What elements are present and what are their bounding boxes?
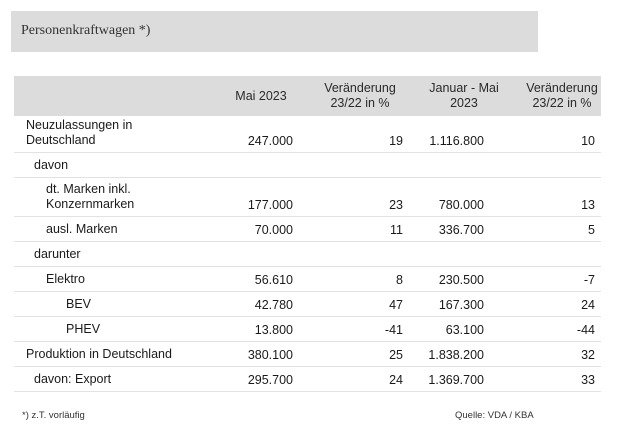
header-cell: Mai 2023 — [235, 88, 287, 103]
value-cell: 336.700 — [438, 223, 484, 237]
row-label: darunter — [34, 247, 81, 261]
value-cell: 32 — [581, 348, 595, 362]
table-row: Produktion in Deutschland 380.100 25 1.838.… — [14, 342, 601, 367]
table-row: Elektro 56.610 8 230.500 -7 — [14, 267, 601, 292]
header-cell: Veränderung 23/22 in % — [324, 81, 396, 110]
row-label: ausl. Marken — [46, 222, 118, 236]
source-note: Quelle: VDA / KBA — [455, 410, 534, 421]
value-cell — [313, 153, 403, 177]
table-row: ausl. Marken 70.000 11 336.700 5 — [14, 217, 601, 242]
table-row: dt. Marken inkl. Konzernmarken 177.000 23 78… — [14, 178, 601, 217]
value-cell: 5 — [588, 223, 595, 237]
value-cell: 19 — [389, 134, 403, 148]
value-cell: -7 — [583, 273, 595, 287]
value-cell: -44 — [576, 323, 595, 337]
table-row: darunter — [14, 242, 601, 267]
value-cell: 13.800 — [254, 323, 293, 337]
row-label: davon: Export — [34, 372, 112, 386]
data-table: Mai 2023 Veränderung 23/22 in % Januar - Ma… — [14, 76, 601, 392]
header-cell: Veränderung 23/22 in % — [526, 81, 598, 110]
table-title: Personenkraftwagen *) — [21, 23, 151, 38]
table-row: davon — [14, 153, 601, 178]
value-cell — [394, 153, 484, 177]
row-label: Neuzulassungen in Deutschland — [26, 118, 133, 147]
value-cell — [505, 153, 595, 177]
value-cell: 11 — [390, 223, 403, 237]
table-row: Neuzulassungen in Deutschland 247.000 19 1.1… — [14, 116, 601, 153]
value-cell: 23 — [389, 198, 403, 212]
footnote: *) z.T. vorläufig — [22, 410, 85, 421]
value-cell: 56.610 — [254, 273, 293, 287]
row-label: PHEV — [66, 322, 101, 336]
value-cell: 167.300 — [438, 298, 484, 312]
value-cell: 8 — [396, 273, 403, 287]
header-cell: Januar - Mai 2023 — [429, 81, 499, 110]
value-cell: 10 — [581, 134, 595, 148]
value-cell: -41 — [384, 323, 403, 337]
value-cell: 13 — [581, 198, 595, 212]
value-cell — [203, 153, 293, 177]
value-cell: 25 — [389, 348, 403, 362]
value-cell: 63.100 — [445, 323, 484, 337]
value-cell: 380.100 — [247, 348, 293, 362]
value-cell — [313, 242, 403, 266]
title-bar: Personenkraftwagen *) — [11, 11, 538, 52]
row-label: BEV — [66, 297, 92, 311]
value-cell: 230.500 — [438, 273, 484, 287]
value-cell: 24 — [581, 298, 595, 312]
row-label: davon — [34, 158, 69, 172]
table-body: Neuzulassungen in Deutschland 247.000 19 1.1… — [14, 116, 601, 392]
value-cell — [203, 242, 293, 266]
row-label: Elektro — [46, 272, 85, 286]
value-cell: 24 — [389, 373, 403, 387]
value-cell: 780.000 — [438, 198, 484, 212]
value-cell: 1.116.800 — [429, 134, 484, 148]
value-cell: 177.000 — [247, 198, 293, 212]
value-cell: 1.838.200 — [428, 348, 484, 362]
table-row: davon: Export 295.700 24 1.369.700 33 — [14, 367, 601, 392]
row-label: Produktion in Deutschland — [26, 347, 172, 361]
row-label: dt. Marken inkl. Konzernmarken — [46, 182, 135, 211]
table-row: PHEV 13.800 -41 63.100 -44 — [14, 317, 601, 342]
value-cell: 47 — [389, 298, 403, 312]
table-header: Mai 2023 Veränderung 23/22 in % Januar - Ma… — [14, 76, 601, 116]
value-cell: 42.780 — [254, 298, 293, 312]
value-cell: 70.000 — [254, 223, 293, 237]
value-cell — [505, 242, 595, 266]
value-cell: 1.369.700 — [428, 373, 484, 387]
value-cell: 247.000 — [247, 134, 293, 148]
table-row: BEV 42.780 47 167.300 24 — [14, 292, 601, 317]
value-cell — [394, 242, 484, 266]
value-cell: 295.700 — [247, 373, 293, 387]
header-cell — [14, 76, 204, 116]
value-cell: 33 — [581, 373, 595, 387]
